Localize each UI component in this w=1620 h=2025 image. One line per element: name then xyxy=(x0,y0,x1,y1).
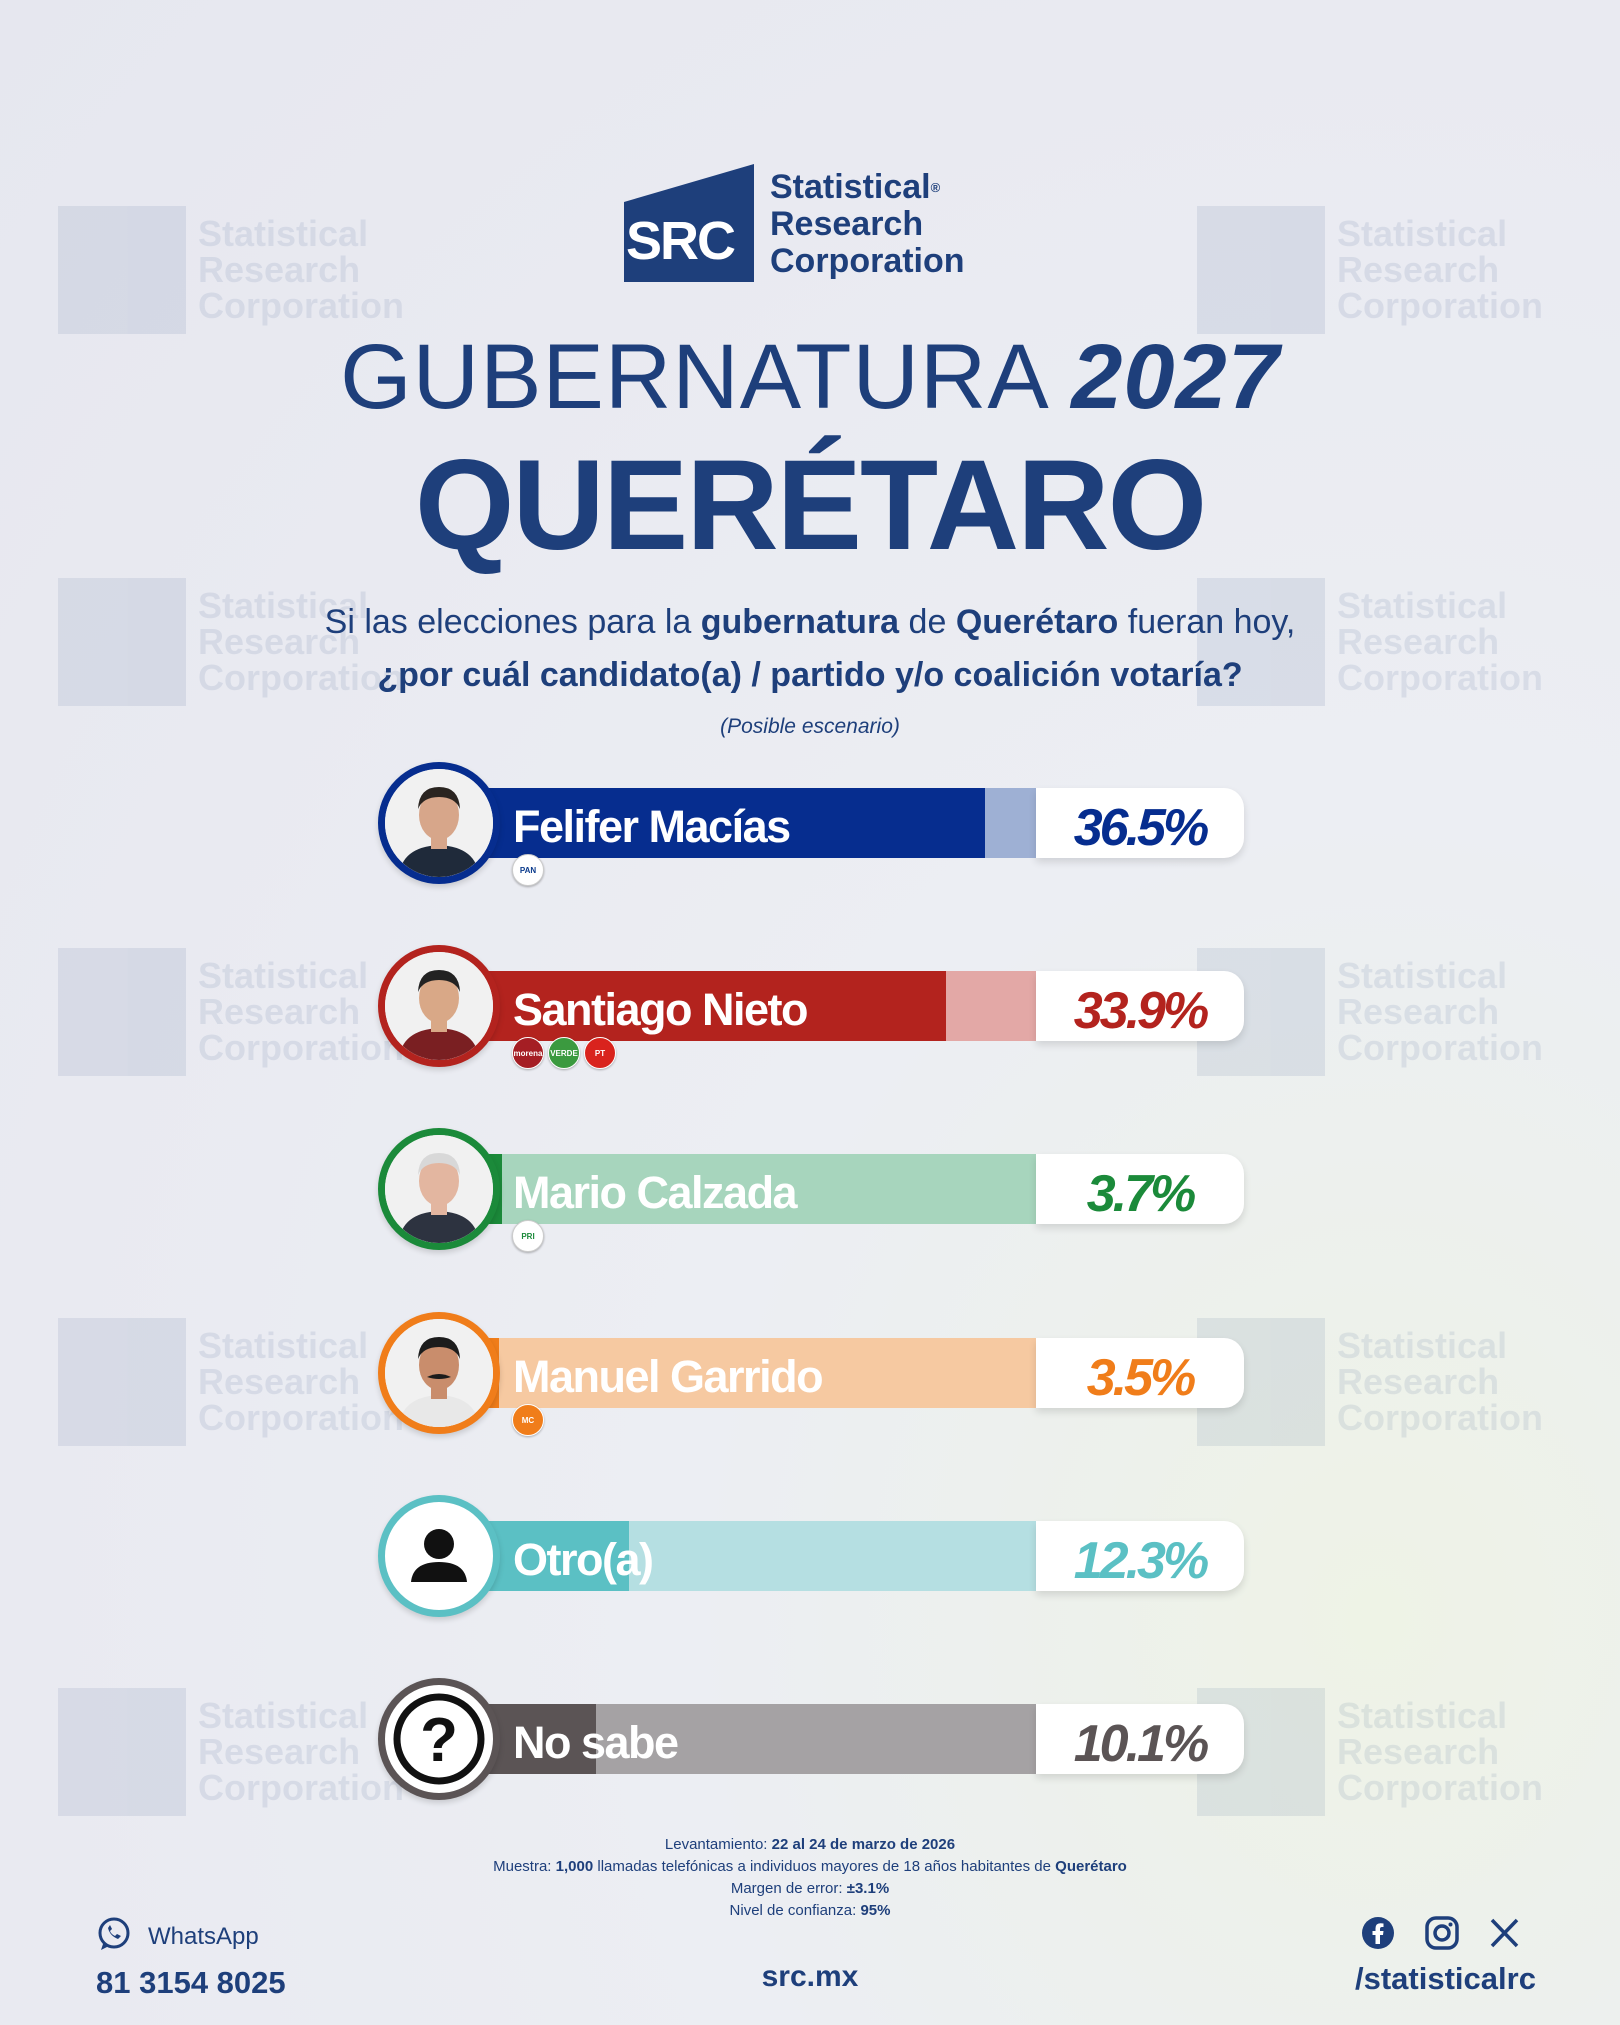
bar-row: Otro(a) 12.3% xyxy=(378,1495,1244,1617)
watermark: Statistical Research Corporation xyxy=(58,206,404,334)
bar xyxy=(448,971,946,1041)
logo-line-3: Corporation xyxy=(770,242,965,280)
registered-icon: ® xyxy=(930,180,941,195)
logo-line-2: Research xyxy=(770,205,924,243)
value-box: 10.1% xyxy=(1036,1704,1244,1774)
methodology-value: 22 al 24 de marzo de 2026 xyxy=(771,1836,956,1853)
question-line-2: ¿por cuál candidato(a) / partido y/o coa… xyxy=(377,656,1243,694)
value-box: 3.5% xyxy=(1036,1338,1244,1408)
bar-label: Mario Calzada xyxy=(513,1167,798,1218)
social-links: /statisticalrc xyxy=(1355,1916,1536,1997)
question-bold: gubernatura xyxy=(700,603,900,641)
data-label: 3.7% xyxy=(1086,1165,1197,1223)
logo-wordmark: Statistical® Research Corporation xyxy=(770,169,965,282)
methodology-value: 95% xyxy=(860,1902,891,1919)
whatsapp-number[interactable]: 81 3154 8025 xyxy=(96,1965,286,2000)
party-logo-verde: VERDE xyxy=(548,1037,580,1069)
bar-track: Otro(a) xyxy=(448,1521,1036,1591)
bar-label: No sabe xyxy=(513,1717,679,1768)
methodology-text: llamadas telefónicas a individuos mayore… xyxy=(593,1858,1056,1875)
party-logo-pan: PAN xyxy=(512,854,544,886)
bar-row: No sabe 10.1%? xyxy=(378,1678,1244,1800)
party-logos: PAN xyxy=(512,854,544,886)
bar-track: Manuel Garrido xyxy=(448,1338,1036,1408)
page-title: GUBERNATURA 2027 xyxy=(0,325,1620,430)
bar-label: Otro(a) xyxy=(513,1534,654,1585)
bar-row: Santiago Nieto 33.9% morena VERDE PT xyxy=(378,945,1244,1069)
state-title: QUERÉTARO xyxy=(414,434,1207,577)
logo-line-1: Statistical xyxy=(770,168,931,206)
title-light: GUBERNATURA xyxy=(340,326,1045,428)
candidate-photo xyxy=(378,1312,500,1434)
data-label: 12.3% xyxy=(1073,1532,1209,1590)
party-logos: MC xyxy=(512,1404,544,1436)
svg-text:?: ? xyxy=(420,1706,458,1775)
party-logo-pt: PT xyxy=(584,1037,616,1069)
data-label: 33.9% xyxy=(1073,982,1209,1040)
methodology-label: Muestra: xyxy=(493,1858,556,1875)
bar-label: Felifer Macías xyxy=(513,801,791,852)
instagram-icon[interactable] xyxy=(1425,1916,1459,1955)
party-logo-pri: PRI xyxy=(512,1220,544,1252)
src-logo-mark: SRC xyxy=(624,164,754,282)
question-text: Si las elecciones para la xyxy=(324,603,701,641)
methodology-value: Querétaro xyxy=(1055,1858,1127,1875)
data-label: 36.5% xyxy=(1073,799,1209,857)
whatsapp-icon xyxy=(96,1916,132,1957)
candidate-photo xyxy=(378,762,500,884)
question-bold: Querétaro xyxy=(955,603,1119,641)
bar-row: Manuel Garrido 3.5% MC xyxy=(378,1312,1244,1436)
website-link[interactable]: src.mx xyxy=(761,1960,859,1993)
bar-track: No sabe xyxy=(448,1704,1036,1774)
question-mark-icon: ? xyxy=(378,1678,500,1800)
logo-mark-text: SRC xyxy=(626,211,736,271)
bar-row: Felifer Macías 36.5% PAN xyxy=(378,762,1244,886)
watermark: Statistical Research Corporation xyxy=(1197,578,1543,706)
methodology: Levantamiento: 22 al 24 de marzo de 2026… xyxy=(0,1834,1620,1922)
candidate-photo xyxy=(378,1128,500,1250)
value-box: 3.7% xyxy=(1036,1154,1244,1224)
data-label: 10.1% xyxy=(1073,1715,1209,1773)
social-handle[interactable]: /statisticalrc xyxy=(1355,1961,1536,1996)
whatsapp-label: WhatsApp xyxy=(148,1922,259,1950)
candidate-photo xyxy=(378,945,500,1067)
watermark: Statistical Research Corporation xyxy=(58,578,404,706)
methodology-label: Margen de error: xyxy=(730,1880,847,1897)
party-logos: morena VERDE PT xyxy=(512,1037,616,1069)
survey-question: Si las elecciones para la gubernatura de… xyxy=(0,596,1620,702)
watermark: Statistical Research Corporation xyxy=(58,1688,404,1816)
x-icon[interactable] xyxy=(1489,1917,1521,1954)
whatsapp-contact[interactable]: WhatsApp 81 3154 8025 xyxy=(96,1916,286,2001)
party-logos: PRI xyxy=(512,1220,544,1252)
bar xyxy=(448,788,985,858)
bar-track: Santiago Nieto xyxy=(448,971,1036,1041)
watermark: Statistical Research Corporation xyxy=(58,1318,404,1446)
scenario-note: (Posible escenario) xyxy=(720,715,900,738)
bar-track: Mario Calzada xyxy=(448,1154,1036,1224)
facebook-icon[interactable] xyxy=(1361,1916,1395,1955)
watermark: Statistical Research Corporation xyxy=(1197,206,1543,334)
value-box: 33.9% xyxy=(1036,971,1244,1041)
src-logo: SRC Statistical® Research Corporation xyxy=(624,164,965,282)
data-label: 3.5% xyxy=(1086,1349,1197,1407)
value-box: 12.3% xyxy=(1036,1521,1244,1591)
party-logo-morena: morena xyxy=(512,1037,544,1069)
methodology-label: Levantamiento: xyxy=(664,1836,772,1853)
methodology-label: Nivel de confianza: xyxy=(729,1902,861,1919)
methodology-value: ±3.1% xyxy=(846,1880,890,1897)
value-box: 36.5% xyxy=(1036,788,1244,858)
methodology-value: 1,000 xyxy=(555,1858,594,1875)
bar-track: Felifer Macías xyxy=(448,788,1036,858)
bar-row: Mario Calzada 3.7% PRI xyxy=(378,1128,1244,1252)
question-text: fueran hoy, xyxy=(1118,603,1296,641)
watermark: Statistical Research Corporation xyxy=(58,948,404,1076)
title-year: 2027 xyxy=(1071,326,1280,428)
party-logo-mc: MC xyxy=(512,1404,544,1436)
question-text: de xyxy=(899,603,956,641)
bar-label: Manuel Garrido xyxy=(513,1351,824,1402)
user-icon xyxy=(378,1495,500,1617)
bar-label: Santiago Nieto xyxy=(513,984,809,1035)
